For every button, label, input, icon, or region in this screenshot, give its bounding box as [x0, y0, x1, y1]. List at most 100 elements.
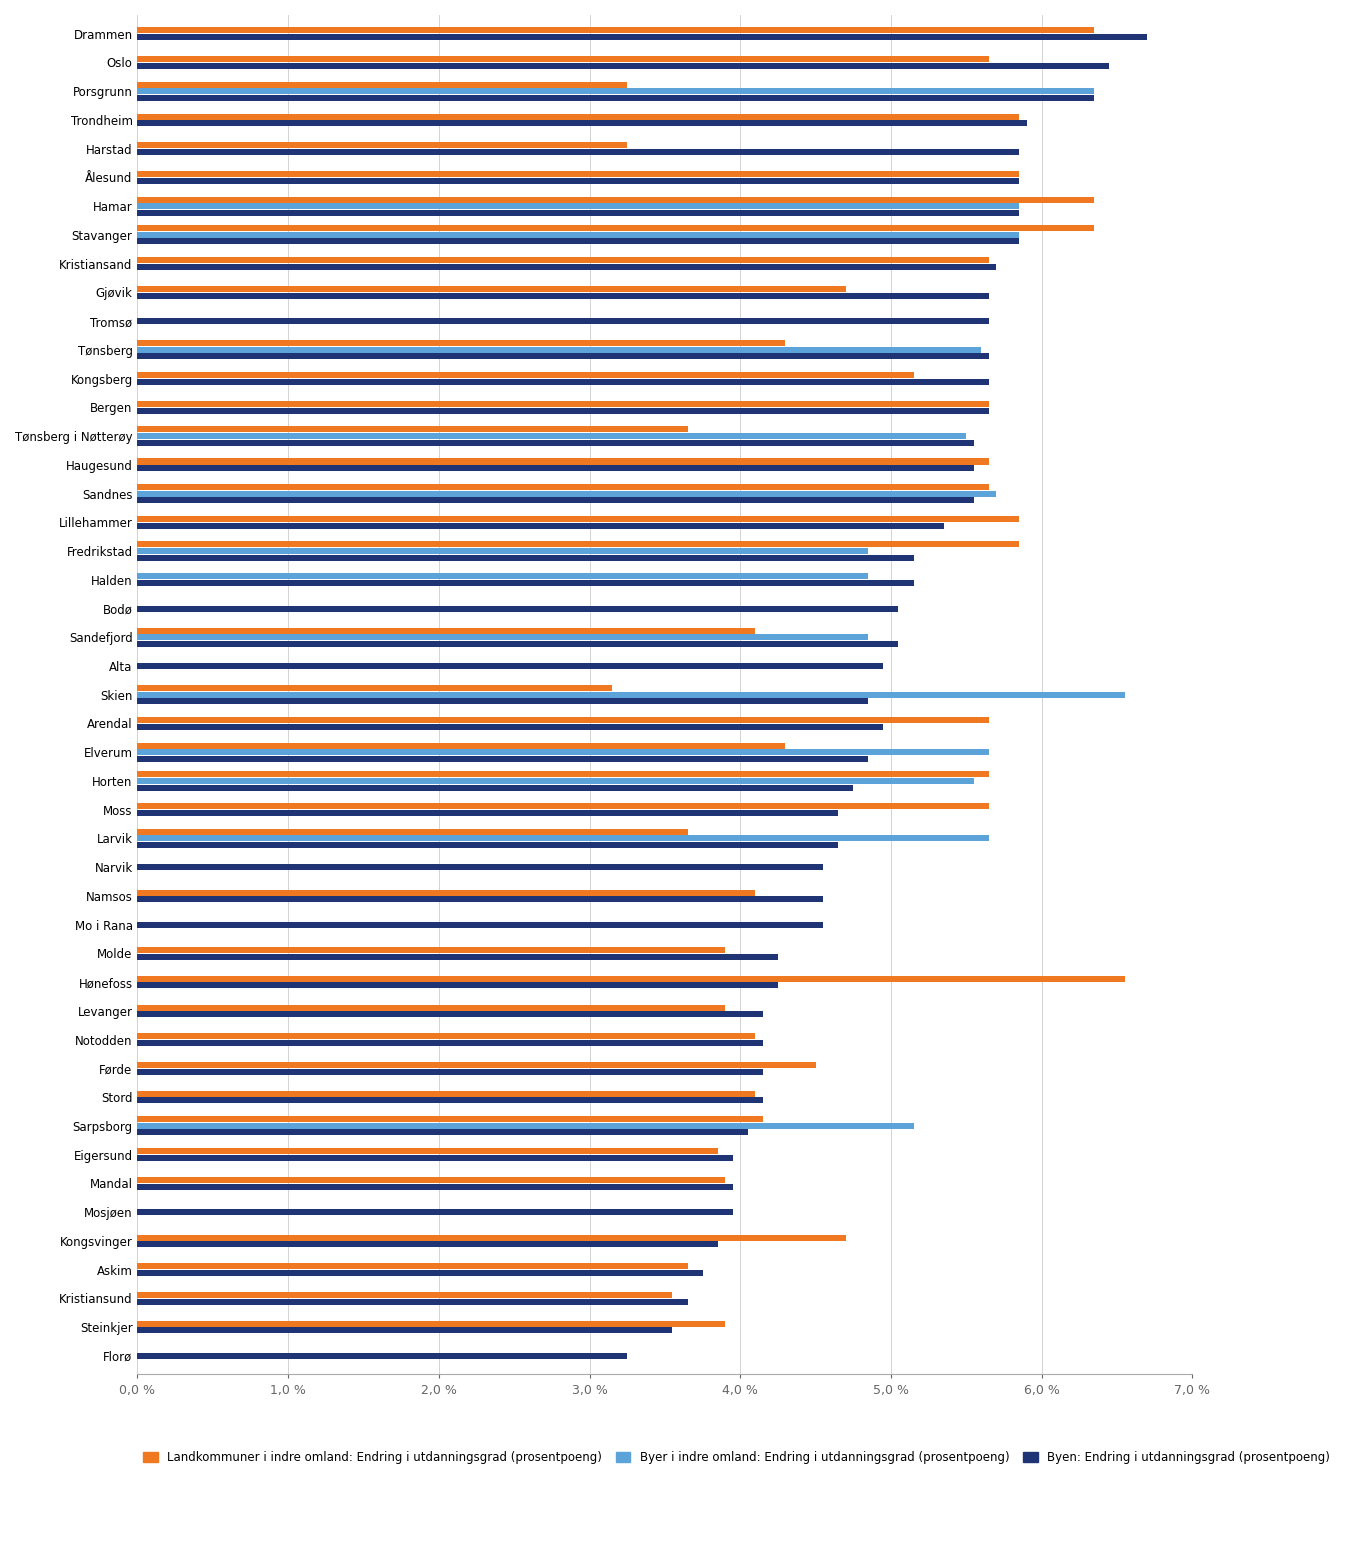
- Bar: [138, 635, 868, 641]
- Bar: [138, 94, 1094, 100]
- Bar: [138, 1068, 763, 1075]
- Legend: Landkommuner i indre omland: Endring i utdanningsgrad (prosentpoeng), Byer i ind: Landkommuner i indre omland: Endring i u…: [143, 1451, 1330, 1464]
- Bar: [138, 440, 973, 446]
- Bar: [138, 354, 988, 360]
- Bar: [138, 88, 1094, 94]
- Bar: [138, 225, 1094, 232]
- Bar: [138, 426, 688, 432]
- Bar: [138, 378, 988, 384]
- Bar: [138, 1263, 688, 1269]
- Bar: [138, 238, 1019, 244]
- Bar: [138, 976, 1125, 982]
- Bar: [138, 692, 1125, 698]
- Bar: [138, 716, 988, 723]
- Bar: [138, 778, 973, 784]
- Bar: [138, 548, 868, 554]
- Bar: [138, 1299, 688, 1305]
- Bar: [138, 605, 899, 611]
- Bar: [138, 1155, 733, 1161]
- Bar: [138, 372, 914, 378]
- Bar: [138, 835, 988, 841]
- Bar: [138, 120, 1026, 127]
- Bar: [138, 1041, 763, 1045]
- Bar: [138, 829, 688, 835]
- Bar: [138, 196, 1094, 202]
- Bar: [138, 142, 627, 148]
- Bar: [138, 1241, 718, 1248]
- Bar: [138, 1122, 914, 1129]
- Bar: [138, 784, 853, 791]
- Bar: [138, 293, 988, 298]
- Bar: [138, 628, 756, 633]
- Bar: [138, 522, 944, 528]
- Bar: [138, 286, 846, 292]
- Bar: [138, 662, 883, 669]
- Bar: [138, 896, 823, 902]
- Bar: [138, 922, 823, 928]
- Bar: [138, 841, 838, 848]
- Bar: [138, 542, 1019, 548]
- Bar: [138, 318, 988, 324]
- Bar: [138, 1353, 627, 1359]
- Bar: [138, 459, 988, 465]
- Bar: [138, 982, 777, 988]
- Bar: [138, 1116, 763, 1122]
- Bar: [138, 554, 914, 560]
- Bar: [138, 889, 756, 896]
- Bar: [138, 946, 725, 953]
- Bar: [138, 497, 973, 503]
- Bar: [138, 516, 1019, 522]
- Bar: [138, 258, 988, 264]
- Bar: [138, 1090, 756, 1096]
- Bar: [138, 581, 914, 587]
- Bar: [138, 483, 988, 489]
- Bar: [138, 82, 627, 88]
- Bar: [138, 1098, 763, 1104]
- Bar: [138, 1269, 703, 1275]
- Bar: [138, 340, 786, 346]
- Bar: [138, 954, 777, 960]
- Bar: [138, 1184, 733, 1190]
- Bar: [138, 178, 1019, 184]
- Bar: [138, 264, 996, 270]
- Bar: [138, 204, 1019, 208]
- Bar: [138, 1149, 718, 1155]
- Bar: [138, 232, 1019, 238]
- Bar: [138, 408, 988, 414]
- Bar: [138, 686, 612, 692]
- Bar: [138, 1235, 846, 1240]
- Bar: [138, 56, 988, 62]
- Bar: [138, 698, 868, 704]
- Bar: [138, 1011, 763, 1017]
- Bar: [138, 1130, 748, 1135]
- Bar: [138, 641, 899, 647]
- Bar: [138, 1209, 733, 1215]
- Bar: [138, 757, 868, 761]
- Bar: [138, 865, 823, 871]
- Bar: [138, 491, 996, 497]
- Bar: [138, 63, 1110, 69]
- Bar: [138, 803, 988, 809]
- Bar: [138, 465, 973, 471]
- Bar: [138, 171, 1019, 178]
- Bar: [138, 1328, 672, 1334]
- Bar: [138, 724, 883, 730]
- Bar: [138, 401, 988, 408]
- Bar: [138, 148, 1019, 154]
- Bar: [138, 749, 988, 755]
- Bar: [138, 1005, 725, 1011]
- Bar: [138, 34, 1146, 40]
- Bar: [138, 1062, 815, 1068]
- Bar: [138, 772, 988, 777]
- Bar: [138, 114, 1019, 119]
- Bar: [138, 1292, 672, 1299]
- Bar: [138, 573, 868, 579]
- Bar: [138, 28, 1094, 34]
- Bar: [138, 1033, 756, 1039]
- Bar: [138, 347, 982, 354]
- Bar: [138, 1320, 725, 1326]
- Bar: [138, 210, 1019, 216]
- Bar: [138, 432, 967, 438]
- Bar: [138, 811, 838, 817]
- Bar: [138, 1177, 725, 1183]
